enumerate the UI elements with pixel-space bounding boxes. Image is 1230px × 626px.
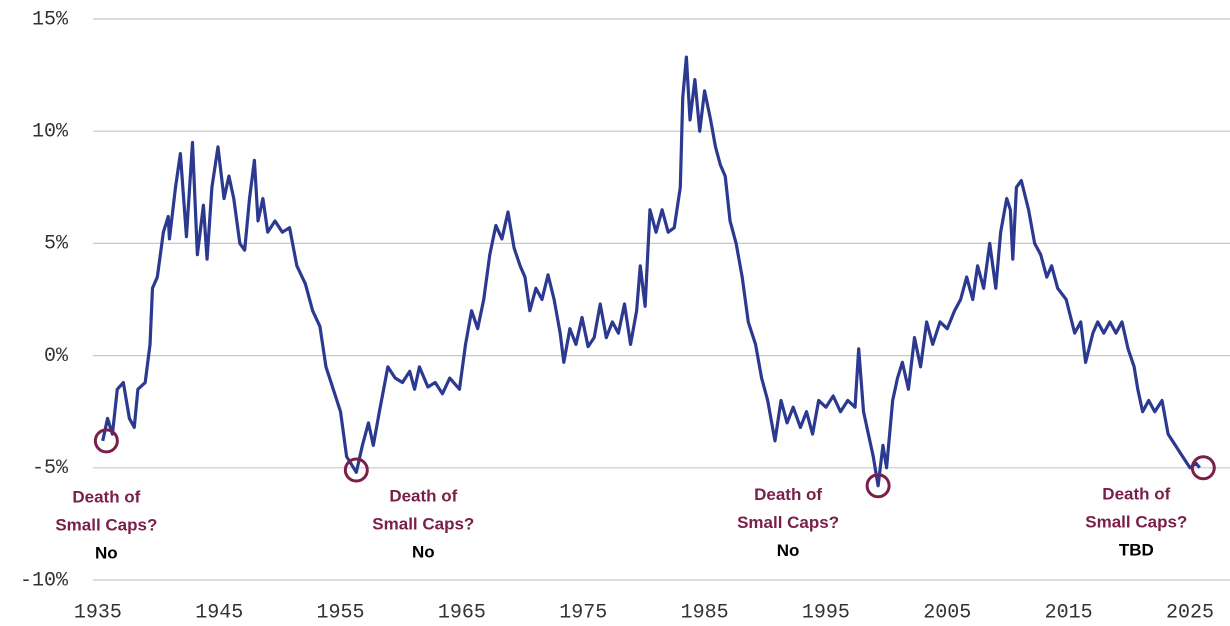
line-series xyxy=(101,55,1201,488)
annotation-text: Death of xyxy=(1102,484,1170,503)
annotation-text: Small Caps? xyxy=(55,515,157,534)
annotation-marker xyxy=(865,473,891,499)
x-tick-label: 1965 xyxy=(438,601,486,624)
y-tick-label: -10% xyxy=(20,569,69,592)
x-tick-label: 2015 xyxy=(1045,601,1093,624)
y-tick-label: 5% xyxy=(44,233,69,256)
annotation-marker xyxy=(343,457,369,483)
annotation-verdict: No xyxy=(412,543,435,562)
annotation-text: Small Caps? xyxy=(372,515,474,534)
y-tick-label: 0% xyxy=(44,345,69,368)
x-tick-label: 1955 xyxy=(317,601,365,624)
annotation-text: Death of xyxy=(72,487,140,506)
annotation-verdict: No xyxy=(95,543,118,562)
x-tick-label: 1975 xyxy=(559,601,607,624)
annotation-marker xyxy=(93,428,119,454)
annotation-text: Death of xyxy=(754,485,822,504)
annotation-verdict: TBD xyxy=(1119,540,1154,559)
y-tick-label: -5% xyxy=(32,457,69,480)
annotation-marker xyxy=(1190,455,1216,481)
y-tick-label: 15% xyxy=(32,8,69,31)
x-tick-label: 2005 xyxy=(923,601,971,624)
x-tick-label: 1935 xyxy=(74,601,122,624)
annotation-text: Death of xyxy=(389,487,457,506)
annotation-text: Small Caps? xyxy=(737,513,839,532)
x-tick-label: 1985 xyxy=(681,601,729,624)
annotation-verdict: No xyxy=(777,541,800,560)
annotation-text: Small Caps? xyxy=(1085,512,1187,531)
x-tick-label: 2025 xyxy=(1166,601,1214,624)
x-tick-label: 1945 xyxy=(195,601,243,624)
x-tick-label: 1995 xyxy=(802,601,850,624)
y-tick-label: 10% xyxy=(32,120,69,143)
